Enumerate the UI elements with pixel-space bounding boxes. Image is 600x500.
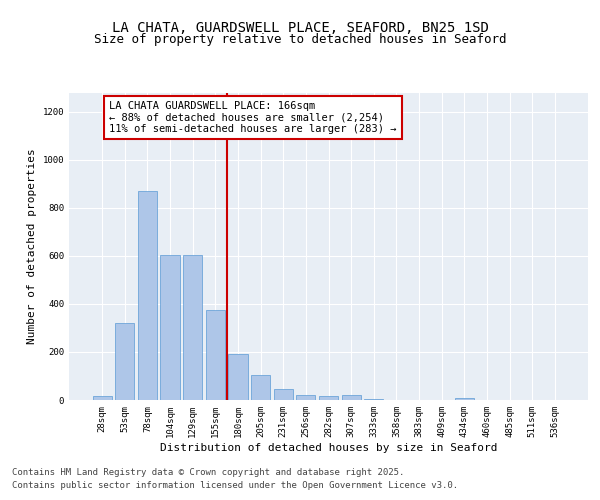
Bar (296, 395, 316, 400)
Text: Size of property relative to detached houses in Seaford: Size of property relative to detached ho… (94, 34, 506, 46)
Bar (364, 399, 383, 400)
Bar (251, 375, 270, 400)
Bar (92, 396, 112, 400)
Bar (341, 395, 361, 400)
Bar (319, 396, 338, 400)
Bar (206, 310, 225, 400)
Bar (115, 323, 134, 400)
Bar (138, 191, 157, 400)
X-axis label: Distribution of detached houses by size in Seaford: Distribution of detached houses by size … (160, 442, 497, 452)
Text: Contains public sector information licensed under the Open Government Licence v3: Contains public sector information licen… (12, 480, 458, 490)
Text: LA CHATA GUARDSWELL PLACE: 166sqm
← 88% of detached houses are smaller (2,254)
1: LA CHATA GUARDSWELL PLACE: 166sqm ← 88% … (109, 101, 397, 134)
Text: LA CHATA, GUARDSWELL PLACE, SEAFORD, BN25 1SD: LA CHATA, GUARDSWELL PLACE, SEAFORD, BN2… (112, 20, 488, 34)
Text: Contains HM Land Registry data © Crown copyright and database right 2025.: Contains HM Land Registry data © Crown c… (12, 468, 404, 477)
Bar (183, 254, 202, 400)
Bar (455, 398, 474, 400)
Bar (160, 254, 180, 400)
Y-axis label: Number of detached properties: Number of detached properties (27, 148, 37, 344)
Bar (274, 389, 293, 400)
Bar (229, 354, 248, 400)
